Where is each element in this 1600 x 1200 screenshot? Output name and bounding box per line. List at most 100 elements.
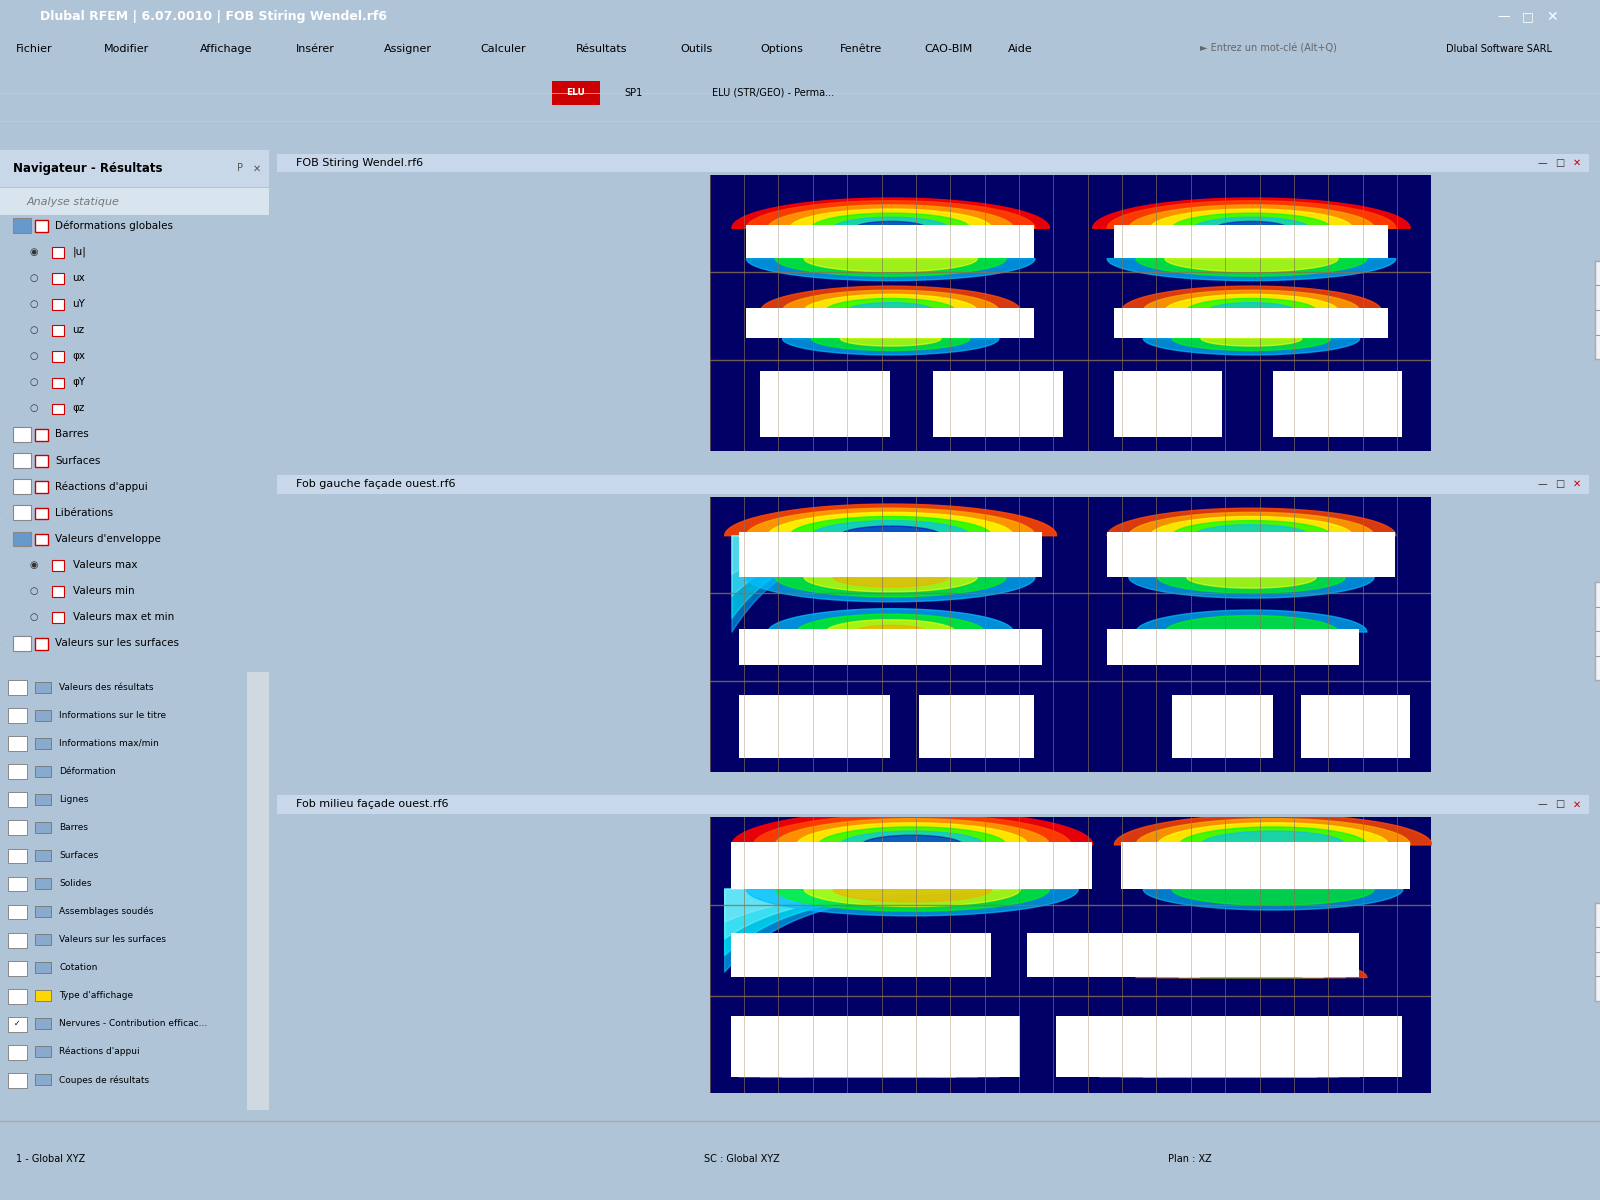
Bar [0, 188, 269, 215]
Bar [35, 534, 48, 545]
Text: Réactions d'appui: Réactions d'appui [59, 1046, 139, 1056]
Text: Valeurs max: Valeurs max [72, 560, 138, 570]
Text: ► Entrez un mot-clé (Alt+Q): ► Entrez un mot-clé (Alt+Q) [1200, 43, 1338, 54]
Text: —: — [1538, 158, 1547, 168]
Text: ○: ○ [29, 352, 38, 361]
Text: ○: ○ [29, 612, 38, 622]
Text: Fob gauche façade ouest.rf6: Fob gauche façade ouest.rf6 [296, 479, 456, 490]
Bar [53, 587, 64, 596]
Bar [13, 636, 30, 650]
Bar [53, 378, 64, 388]
Bar [53, 560, 64, 571]
Bar [248, 672, 269, 1110]
Bar [53, 299, 64, 310]
Bar [35, 430, 48, 440]
Text: Barres: Barres [59, 823, 88, 832]
Text: ○: ○ [29, 299, 38, 308]
Text: ○: ○ [29, 325, 38, 335]
Text: □: □ [1555, 799, 1565, 809]
Bar [918, 695, 1035, 758]
Bar [731, 932, 990, 977]
Bar [1301, 695, 1410, 758]
Text: ✕: ✕ [1546, 10, 1558, 24]
Bar [1171, 695, 1272, 758]
Bar [277, 154, 1589, 173]
Bar [35, 906, 51, 917]
Bar [8, 764, 27, 779]
Text: Nervures - Contribution efficac...: Nervures - Contribution efficac... [59, 1019, 208, 1028]
Bar [8, 1073, 27, 1087]
Text: Outils: Outils [680, 43, 712, 54]
Bar [8, 848, 27, 864]
Text: Dlubal Software SARL: Dlubal Software SARL [1446, 43, 1552, 54]
Bar [35, 455, 48, 467]
Bar [1107, 533, 1395, 576]
Text: φY: φY [72, 377, 86, 388]
Bar [731, 1015, 1021, 1076]
Bar [35, 738, 51, 749]
Bar [739, 533, 1042, 576]
Bar [53, 403, 64, 414]
Text: Modifier: Modifier [104, 43, 149, 54]
Bar [35, 793, 51, 805]
Bar [35, 1018, 51, 1030]
Text: Cotation: Cotation [59, 964, 98, 972]
Bar [53, 274, 64, 283]
Text: □: □ [1522, 11, 1534, 23]
Text: Affichage: Affichage [200, 43, 253, 54]
Bar [35, 481, 48, 493]
Text: Insérer: Insérer [296, 43, 334, 54]
Text: Valeurs d'enveloppe: Valeurs d'enveloppe [54, 534, 162, 544]
Text: □: □ [1555, 158, 1565, 168]
Text: uz: uz [72, 325, 85, 335]
Text: ○: ○ [29, 377, 38, 388]
Bar [53, 352, 64, 362]
Bar [13, 427, 30, 442]
Text: 1 - Global XYZ: 1 - Global XYZ [16, 1154, 85, 1164]
Bar [35, 878, 51, 889]
Text: Dlubal RFEM | 6.07.0010 | FOB Stiring Wendel.rf6: Dlubal RFEM | 6.07.0010 | FOB Stiring We… [40, 11, 387, 23]
Text: Fichier: Fichier [16, 43, 53, 54]
Bar [8, 905, 27, 919]
Text: Résultats: Résultats [576, 43, 627, 54]
Text: Barres: Barres [54, 430, 90, 439]
Bar [0, 150, 269, 186]
Text: Coupes de résultats: Coupes de résultats [59, 1075, 149, 1085]
Text: Réactions d'appui: Réactions d'appui [54, 481, 147, 492]
Text: Solides: Solides [59, 880, 91, 888]
Bar [1114, 371, 1222, 437]
Bar [35, 508, 48, 520]
Bar [13, 479, 30, 494]
Bar [746, 307, 1035, 338]
Text: Aide: Aide [1008, 43, 1032, 54]
Text: ✕: ✕ [1573, 799, 1581, 809]
Bar [8, 1045, 27, 1060]
Text: ○: ○ [29, 272, 38, 283]
Text: —: — [1538, 479, 1547, 490]
Text: ✕: ✕ [1573, 158, 1581, 168]
Text: —: — [1538, 799, 1547, 809]
Bar [8, 792, 27, 808]
Bar [933, 371, 1064, 437]
Text: |u|: |u| [72, 246, 86, 257]
Text: SP1: SP1 [624, 88, 642, 98]
Text: Navigateur - Résultats: Navigateur - Résultats [13, 162, 163, 175]
Bar [1122, 841, 1410, 889]
Text: φx: φx [72, 352, 85, 361]
Bar [8, 708, 27, 724]
Text: ux: ux [72, 272, 85, 283]
Text: FOB Stiring Wendel.rf6: FOB Stiring Wendel.rf6 [296, 158, 424, 168]
Text: ○: ○ [29, 403, 38, 413]
Text: Assigner: Assigner [384, 43, 432, 54]
Bar [1056, 1015, 1403, 1076]
Bar [731, 841, 1093, 889]
Bar [53, 325, 64, 336]
Text: ELU (STR/GEO) - Perma...: ELU (STR/GEO) - Perma... [712, 88, 834, 98]
Text: Valeurs sur les surfaces: Valeurs sur les surfaces [59, 935, 166, 944]
Bar [35, 1046, 51, 1057]
Bar [739, 695, 890, 758]
Bar [8, 961, 27, 976]
Text: ELU: ELU [566, 89, 586, 97]
Bar [8, 737, 27, 751]
Text: Type d'affichage: Type d'affichage [59, 991, 133, 1000]
